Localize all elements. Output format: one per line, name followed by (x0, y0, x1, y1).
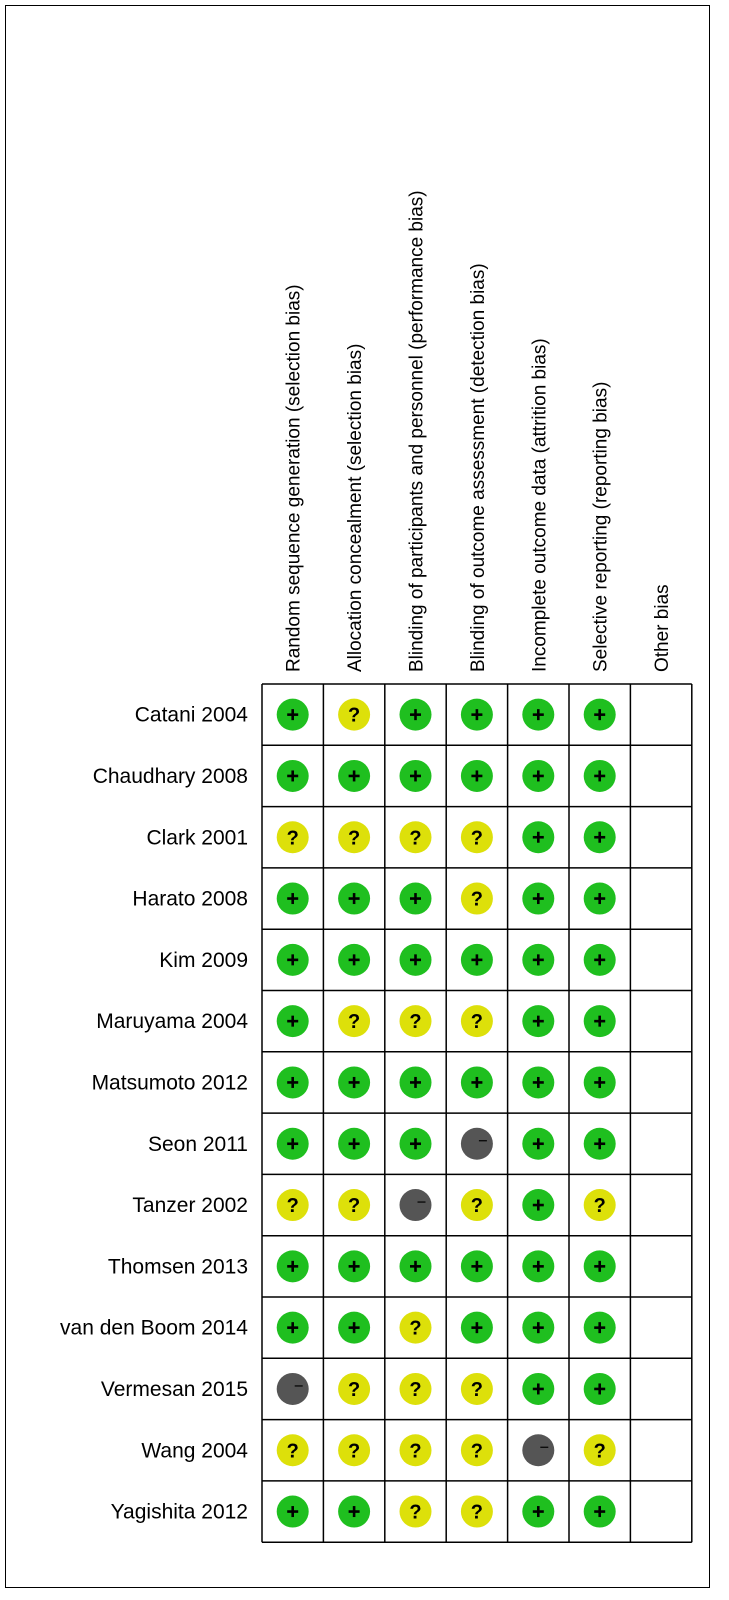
question-glyph: ? (594, 1440, 606, 1462)
unclear-risk-marker (460, 1434, 493, 1467)
study-label: Maruyama 2004 (96, 1010, 248, 1033)
study-label: Wang 2004 (141, 1439, 248, 1462)
unclear-risk-marker (460, 1189, 493, 1222)
high-risk-marker (399, 1189, 432, 1222)
study-label: Yagishita 2012 (111, 1501, 248, 1524)
unclear-risk-marker (399, 1005, 432, 1038)
unclear-risk-marker (338, 821, 371, 854)
high-risk-marker (460, 1127, 493, 1160)
question-glyph: ? (287, 1195, 299, 1217)
question-glyph: ? (409, 1318, 421, 1340)
unclear-risk-marker (338, 1434, 371, 1467)
figure-frame (5, 5, 710, 1588)
unclear-risk-marker (338, 1005, 371, 1038)
unclear-risk-marker (276, 821, 309, 854)
study-label: van den Boom 2014 (60, 1317, 248, 1340)
question-glyph: ? (409, 827, 421, 849)
unclear-risk-marker (583, 1189, 616, 1222)
question-glyph: ? (287, 827, 299, 849)
high-risk-marker (276, 1372, 309, 1405)
column-header: Allocation concealment (selection bias) (345, 344, 366, 672)
unclear-risk-marker (399, 1311, 432, 1344)
question-glyph: ? (471, 889, 483, 911)
unclear-risk-marker (338, 1189, 371, 1222)
question-glyph: ? (348, 705, 360, 727)
study-label: Seon 2011 (148, 1133, 248, 1156)
question-glyph: ? (409, 1011, 421, 1033)
column-header: Random sequence generation (selection bi… (284, 284, 305, 672)
column-header: Blinding of outcome assessment (detectio… (468, 263, 489, 672)
study-label: Tanzer 2002 (132, 1194, 248, 1217)
question-glyph: ? (348, 1440, 360, 1462)
column-header: Incomplete outcome data (attrition bias) (529, 338, 550, 672)
question-glyph: ? (471, 1502, 483, 1524)
study-label: Harato 2008 (132, 888, 248, 911)
question-glyph: ? (348, 1195, 360, 1217)
unclear-risk-marker (460, 1005, 493, 1038)
unclear-risk-marker (276, 1189, 309, 1222)
column-header: Selective reporting (reporting bias) (591, 382, 612, 672)
column-header: Blinding of participants and personnel (… (407, 190, 428, 672)
unclear-risk-marker (276, 1434, 309, 1467)
question-glyph: ? (348, 827, 360, 849)
study-label: Kim 2009 (159, 949, 248, 972)
study-label: Thomsen 2013 (108, 1255, 248, 1278)
question-glyph: ? (409, 1440, 421, 1462)
study-label: Clark 2001 (146, 826, 248, 849)
unclear-risk-marker (338, 1372, 371, 1405)
question-glyph: ? (287, 1440, 299, 1462)
study-label: Catani 2004 (135, 704, 249, 727)
unclear-risk-marker (338, 698, 371, 731)
question-glyph: ? (471, 1379, 483, 1401)
unclear-risk-marker (399, 1434, 432, 1467)
unclear-risk-marker (399, 821, 432, 854)
question-glyph: ? (471, 827, 483, 849)
question-glyph: ? (594, 1195, 606, 1217)
question-glyph: ? (471, 1011, 483, 1033)
unclear-risk-marker (399, 1495, 432, 1528)
study-label: Matsumoto 2012 (92, 1071, 248, 1094)
column-header: Other bias (652, 584, 673, 672)
unclear-risk-marker (583, 1434, 616, 1467)
high-risk-marker (522, 1434, 555, 1467)
question-glyph: ? (409, 1379, 421, 1401)
unclear-risk-marker (399, 1372, 432, 1405)
question-glyph: ? (348, 1379, 360, 1401)
study-label: Vermesan 2015 (101, 1378, 248, 1401)
unclear-risk-marker (460, 1372, 493, 1405)
study-label: Chaudhary 2008 (93, 765, 248, 788)
question-glyph: ? (409, 1502, 421, 1524)
question-glyph: ? (471, 1440, 483, 1462)
unclear-risk-marker (460, 882, 493, 915)
question-glyph: ? (471, 1195, 483, 1217)
unclear-risk-marker (460, 821, 493, 854)
unclear-risk-marker (460, 1495, 493, 1528)
question-glyph: ? (348, 1011, 360, 1033)
